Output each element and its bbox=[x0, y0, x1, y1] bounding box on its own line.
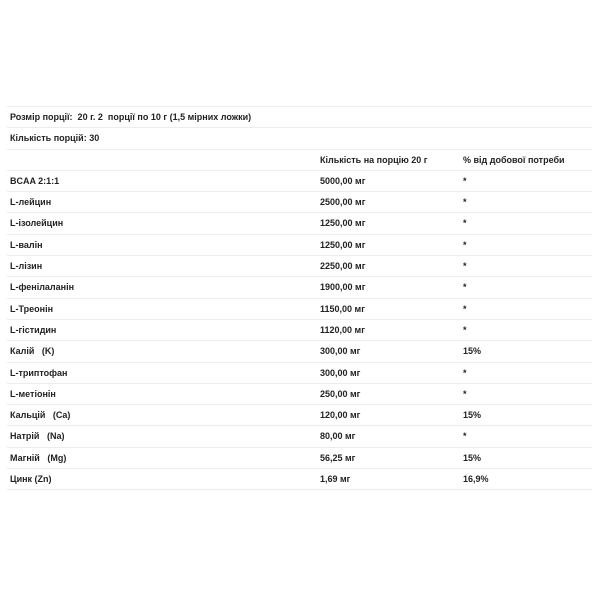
nutrient-percent: * bbox=[463, 261, 467, 272]
nutrient-name: Калій (K) bbox=[10, 346, 55, 357]
nutrient-percent: * bbox=[463, 324, 467, 335]
nutrition-table: Розмір порції: 20 г. 2 порції по 10 г (1… bbox=[7, 106, 592, 491]
table-row: L-триптофан 300,00 мг * bbox=[7, 363, 592, 384]
nutrient-amount: 2500,00 мг bbox=[320, 197, 366, 208]
nutrient-percent: * bbox=[463, 282, 467, 293]
servings-count-row: Кількість порцій: 30 bbox=[7, 128, 592, 150]
table-row: L-валін 1250,00 мг * bbox=[7, 235, 592, 257]
serving-size: Розмір порції: 20 г. 2 порції по 10 г (1… bbox=[10, 112, 252, 122]
table-row: Натрій (Na) 80,00 мг * bbox=[7, 426, 592, 448]
nutrient-name: Кальцій (Ca) bbox=[10, 410, 71, 421]
nutrient-amount: 1900,00 мг bbox=[320, 282, 366, 293]
nutrient-name: L-Треонін bbox=[10, 303, 54, 314]
nutrient-amount: 300,00 мг bbox=[320, 346, 361, 357]
serving-size-row: Розмір порції: 20 г. 2 порції по 10 г (1… bbox=[7, 107, 592, 129]
table-row: L-лейцин 2500,00 мг * bbox=[7, 192, 592, 214]
nutrient-amount: 5000,00 мг bbox=[320, 175, 366, 186]
nutrient-name: L-лейцин bbox=[10, 197, 52, 208]
nutrient-percent: * bbox=[463, 388, 467, 399]
header-amount: Кількість на порцію 20 г bbox=[320, 154, 428, 165]
table-row: L-метіонін 250,00 мг * bbox=[7, 384, 592, 406]
nutrient-percent: 15% bbox=[463, 410, 482, 421]
nutrient-amount: 250,00 мг bbox=[320, 388, 361, 399]
table-row: L-Треонін 1150,00 мг * bbox=[7, 299, 592, 320]
nutrient-name: BCAA 2:1:1 bbox=[10, 175, 60, 186]
servings-count: Кількість порцій: 30 bbox=[10, 133, 100, 144]
nutrient-percent: * bbox=[463, 367, 467, 378]
table-row: Калій (K) 300,00 мг 15% bbox=[7, 341, 592, 363]
nutrient-amount: 80,00 мг bbox=[320, 431, 356, 442]
table-row: Цинк (Zn) 1,69 мг 16,9% bbox=[7, 469, 592, 491]
nutrient-amount: 1150,00 мг bbox=[320, 303, 365, 314]
nutrient-amount: 1120,00 мг bbox=[320, 324, 365, 335]
table-header: Кількість на порцію 20 г % від добової п… bbox=[7, 150, 592, 171]
nutrient-percent: 15% bbox=[463, 346, 482, 357]
nutrient-amount: 56,25 мг bbox=[320, 452, 356, 463]
nutrient-percent: * bbox=[463, 197, 467, 208]
nutrient-percent: * bbox=[463, 218, 467, 229]
table-row: L-гістидин 1120,00 мг * bbox=[7, 320, 592, 342]
nutrient-name: L-гістидин bbox=[10, 324, 57, 335]
nutrient-amount: 120,00 мг bbox=[320, 410, 361, 421]
nutrient-name: Магній (Mg) bbox=[10, 452, 67, 463]
nutrient-percent: * bbox=[463, 175, 467, 186]
nutrient-name: L-триптофан bbox=[10, 367, 68, 378]
nutrient-name: Натрій (Na) bbox=[10, 431, 65, 442]
nutrient-percent: 16,9% bbox=[463, 474, 489, 485]
table-row: L-ізолейцин 1250,00 мг * bbox=[7, 213, 592, 235]
header-percent: % від добової потреби bbox=[463, 154, 565, 165]
nutrient-name: L-валін bbox=[10, 239, 43, 250]
nutrient-percent: * bbox=[463, 303, 467, 314]
nutrient-amount: 300,00 мг bbox=[320, 367, 361, 378]
nutrient-percent: * bbox=[463, 239, 467, 250]
nutrient-name: L-лізин bbox=[10, 261, 43, 272]
table-row: L-фенілаланін 1900,00 мг * bbox=[7, 277, 592, 299]
nutrient-amount: 2250,00 мг bbox=[320, 261, 366, 272]
nutrient-name: L-фенілаланін bbox=[10, 282, 75, 293]
nutrient-name: L-метіонін bbox=[10, 388, 56, 399]
nutrient-amount: 1,69 мг bbox=[320, 474, 351, 485]
table-row: Магній (Mg) 56,25 мг 15% bbox=[7, 448, 592, 470]
nutrient-amount: 1250,00 мг bbox=[320, 218, 366, 229]
nutrient-percent: * bbox=[463, 431, 467, 442]
table-row: Кальцій (Ca) 120,00 мг 15% bbox=[7, 405, 592, 427]
nutrient-percent: 15% bbox=[463, 452, 482, 463]
table-row: BCAA 2:1:1 5000,00 мг * bbox=[7, 171, 592, 193]
table-row: L-лізин 2250,00 мг * bbox=[7, 256, 592, 278]
nutrient-name: Цинк (Zn) bbox=[10, 474, 52, 485]
nutrient-amount: 1250,00 мг bbox=[320, 239, 366, 250]
nutrient-name: L-ізолейцин bbox=[10, 218, 64, 229]
